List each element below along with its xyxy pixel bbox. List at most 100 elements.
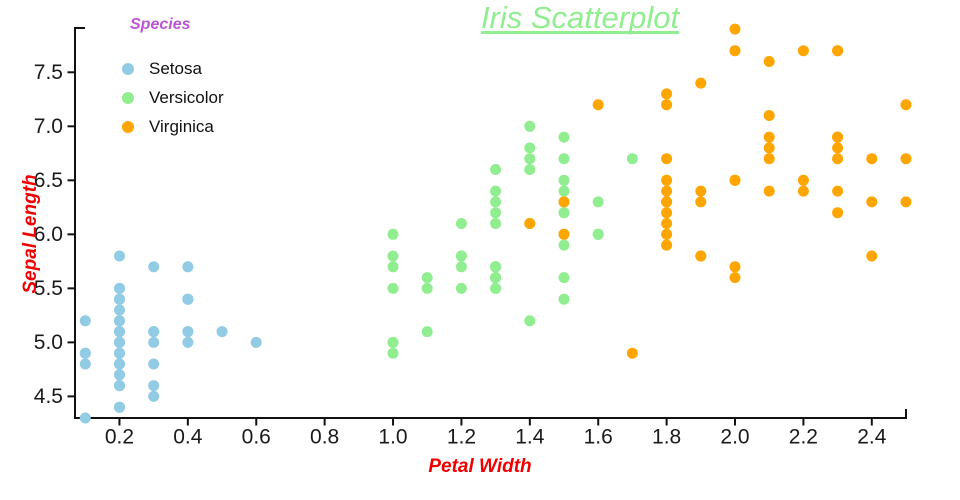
data-point-virginica bbox=[763, 185, 775, 197]
data-point-setosa bbox=[79, 412, 91, 424]
y-tick-label: 7.0 bbox=[34, 115, 63, 138]
legend-item-label: Versicolor bbox=[149, 87, 224, 107]
y-tick-label: 5.0 bbox=[34, 331, 63, 354]
data-point-virginica bbox=[661, 218, 673, 229]
x-tick-label: 0.6 bbox=[242, 425, 271, 448]
data-point-virginica bbox=[661, 207, 673, 219]
data-point-virginica bbox=[866, 250, 878, 262]
data-point-virginica bbox=[763, 131, 775, 143]
data-point-versicolor bbox=[558, 239, 570, 251]
data-point-virginica bbox=[661, 153, 673, 165]
x-tick-label: 0.8 bbox=[310, 425, 339, 448]
data-point-setosa bbox=[148, 326, 160, 338]
data-point-setosa bbox=[114, 336, 125, 348]
data-point-versicolor bbox=[524, 164, 536, 175]
data-point-versicolor bbox=[387, 250, 399, 262]
data-point-versicolor bbox=[421, 272, 433, 284]
legend-item-setosa: Setosa bbox=[122, 54, 224, 83]
data-point-versicolor bbox=[490, 207, 502, 219]
x-tick-label: 0.2 bbox=[105, 425, 134, 448]
data-point-setosa bbox=[114, 315, 125, 327]
data-point-versicolor bbox=[490, 282, 502, 294]
data-point-setosa bbox=[148, 380, 160, 392]
y-tick-label: 5.5 bbox=[34, 277, 63, 300]
data-point-virginica bbox=[797, 174, 809, 186]
data-point-setosa bbox=[148, 390, 160, 402]
data-point-virginica bbox=[832, 185, 844, 197]
data-point-setosa bbox=[79, 358, 91, 370]
data-point-versicolor bbox=[490, 218, 502, 229]
data-point-versicolor bbox=[455, 261, 467, 273]
data-point-versicolor bbox=[558, 185, 570, 197]
data-point-virginica bbox=[695, 250, 707, 262]
data-point-versicolor bbox=[490, 185, 502, 197]
legend: Setosa Versicolor Virginica bbox=[122, 54, 224, 141]
data-point-virginica bbox=[832, 142, 844, 154]
data-point-virginica bbox=[763, 142, 775, 154]
data-point-setosa bbox=[250, 336, 262, 348]
data-point-virginica bbox=[729, 261, 741, 273]
data-point-virginica bbox=[832, 207, 844, 219]
data-point-versicolor bbox=[421, 326, 433, 338]
data-point-virginica bbox=[763, 153, 775, 165]
x-tick-label: 1.8 bbox=[652, 425, 681, 448]
data-point-setosa bbox=[114, 401, 125, 413]
data-point-virginica bbox=[832, 131, 844, 143]
data-point-setosa bbox=[182, 336, 194, 348]
x-tick-label: 1.4 bbox=[515, 425, 545, 448]
data-point-versicolor bbox=[490, 272, 502, 284]
legend-item-virginica: Virginica bbox=[122, 112, 224, 141]
x-tick-label: 2.0 bbox=[720, 425, 749, 448]
y-tick-label: 7.5 bbox=[34, 61, 63, 84]
data-point-setosa bbox=[79, 315, 91, 327]
data-point-versicolor bbox=[558, 293, 570, 305]
x-tick-label: 0.4 bbox=[173, 425, 203, 448]
data-point-virginica bbox=[661, 196, 673, 208]
data-point-versicolor bbox=[558, 272, 570, 284]
data-point-virginica bbox=[866, 196, 878, 208]
x-axis-title: Petal Width bbox=[428, 456, 532, 477]
data-point-setosa bbox=[182, 326, 194, 338]
data-point-virginica bbox=[729, 23, 741, 35]
data-point-virginica bbox=[695, 77, 707, 89]
data-point-virginica bbox=[661, 228, 673, 240]
data-point-versicolor bbox=[592, 196, 604, 208]
data-point-setosa bbox=[148, 261, 160, 273]
data-point-versicolor bbox=[490, 261, 502, 273]
data-point-versicolor bbox=[558, 131, 570, 143]
data-point-virginica bbox=[729, 174, 741, 186]
data-point-versicolor bbox=[558, 207, 570, 219]
x-tick-label: 1.0 bbox=[378, 425, 407, 448]
data-point-setosa bbox=[114, 250, 125, 262]
data-point-virginica bbox=[661, 239, 673, 251]
chart-title: Iris Scatterplot bbox=[480, 0, 680, 35]
data-point-versicolor bbox=[490, 196, 502, 208]
data-point-versicolor bbox=[558, 153, 570, 165]
data-point-virginica bbox=[661, 99, 673, 111]
data-point-setosa bbox=[114, 293, 125, 305]
x-tick-label: 1.2 bbox=[447, 425, 476, 448]
data-point-virginica bbox=[797, 185, 809, 197]
data-point-virginica bbox=[661, 185, 673, 197]
data-point-versicolor bbox=[387, 347, 399, 359]
data-point-versicolor bbox=[421, 282, 433, 294]
data-point-virginica bbox=[763, 110, 775, 121]
data-point-versicolor bbox=[387, 282, 399, 294]
data-point-versicolor bbox=[592, 228, 604, 240]
x-tick-label: 2.4 bbox=[857, 425, 887, 448]
data-point-virginica bbox=[695, 196, 707, 208]
data-point-virginica bbox=[866, 153, 878, 165]
data-point-virginica bbox=[558, 196, 570, 208]
data-point-setosa bbox=[114, 282, 125, 294]
data-point-virginica bbox=[832, 45, 844, 57]
virginica-swatch-icon bbox=[122, 120, 134, 133]
data-point-virginica bbox=[592, 99, 604, 111]
data-point-versicolor bbox=[490, 164, 502, 175]
data-point-virginica bbox=[558, 228, 570, 240]
data-point-virginica bbox=[626, 347, 638, 359]
data-point-setosa bbox=[114, 380, 125, 392]
data-point-versicolor bbox=[455, 282, 467, 294]
data-point-versicolor bbox=[455, 218, 467, 229]
data-point-setosa bbox=[79, 347, 91, 359]
